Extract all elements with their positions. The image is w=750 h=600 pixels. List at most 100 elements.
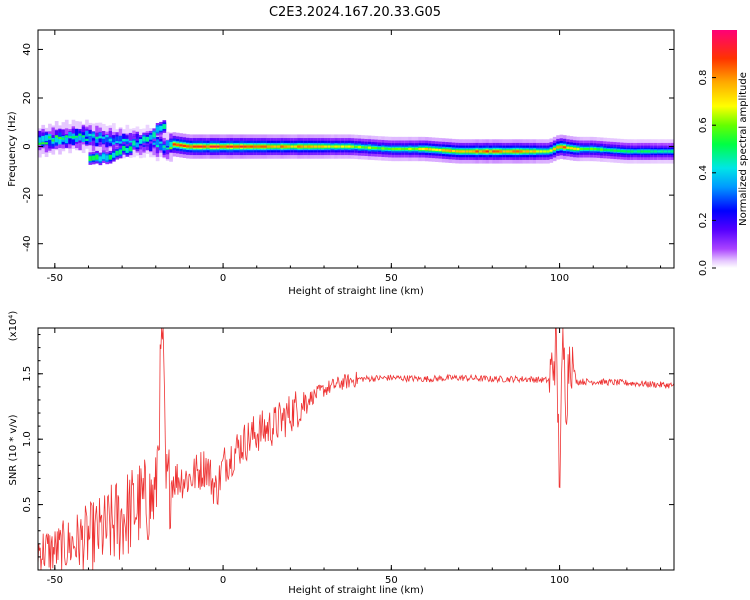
ridge-cell — [165, 147, 170, 150]
ridge-cell — [613, 149, 618, 152]
ridge-cell — [354, 145, 358, 148]
ridge-cell — [41, 142, 46, 145]
x-tick-label: 100 — [550, 575, 569, 586]
ridge-cell — [172, 143, 177, 146]
ridge-cell — [175, 143, 180, 146]
ridge-cell — [75, 135, 79, 138]
ridge-cell — [239, 145, 244, 148]
ridge-cell — [344, 145, 348, 148]
ridge-cell — [657, 150, 661, 153]
ridge-cell — [562, 146, 567, 149]
y-tick-label: 1.0 — [22, 431, 33, 447]
ridge-cell — [347, 145, 352, 148]
snr-ticks: -50 0 50 100 0.5 1.0 1.5 — [22, 328, 674, 586]
ridge-cell — [310, 145, 315, 148]
y-tick-label: -40 — [22, 236, 33, 252]
branch-cell — [132, 140, 136, 146]
ridge-cell — [273, 145, 278, 148]
ridge-cell — [101, 137, 106, 144]
ridge-cell — [246, 145, 251, 148]
figure-title: C2E3.2024.167.20.33.G05 — [269, 5, 441, 20]
ridge-cell — [579, 147, 584, 151]
ridge-cell — [81, 136, 86, 143]
ridge-cell — [377, 147, 382, 150]
ridge-cell — [670, 150, 675, 153]
colorbar-tick-label: 0.8 — [698, 70, 709, 86]
branch-cell — [162, 124, 167, 129]
ridge-cell — [186, 145, 190, 148]
colorbar-tick-label: 0.2 — [698, 212, 709, 228]
ridge-cell — [48, 136, 52, 139]
ridge-cell — [502, 150, 507, 153]
ridge-cell — [620, 149, 624, 153]
ridge-cell — [371, 146, 375, 149]
ridge-cell — [630, 150, 634, 153]
ridge-cell — [280, 145, 284, 148]
x-tick-label: -50 — [47, 575, 63, 586]
ridge-cell — [112, 142, 116, 145]
ridge-cell — [165, 140, 170, 147]
colorbar-tick-label: 0.4 — [698, 165, 709, 181]
ridge-cell — [488, 150, 493, 153]
ridge-cell — [387, 147, 392, 150]
ridge-cell — [499, 150, 503, 153]
ridge-cell — [283, 145, 288, 148]
ridge-cell — [337, 145, 342, 148]
ridge-cell — [118, 141, 123, 144]
ridge-cell — [603, 148, 607, 151]
ridge-cell — [485, 150, 490, 153]
ridge-cell — [226, 145, 231, 148]
ridge-cell — [105, 135, 109, 138]
ridge-cell — [391, 147, 395, 151]
ridge-cell — [623, 150, 628, 153]
ridge-cell — [583, 147, 587, 151]
x-tick-label: -50 — [47, 273, 63, 284]
snr-y-axis-label: SNR (10 * v/v) — [8, 414, 19, 485]
ridge-cell — [64, 137, 69, 144]
ridge-cell — [196, 145, 200, 148]
ridge-cell — [125, 139, 130, 142]
ridge-cell — [300, 145, 305, 148]
ridge-cell — [64, 135, 69, 138]
ridge-cell — [556, 146, 560, 149]
spectrogram-x-axis-label: Height of straight line (km) — [288, 286, 424, 297]
ridge-cell — [209, 145, 214, 148]
ridge-cell — [58, 138, 62, 145]
ridge-cell — [435, 148, 439, 151]
ridge-cell — [472, 150, 476, 153]
ridge-cell — [411, 147, 416, 151]
branch-cell — [98, 156, 103, 162]
ridge-cell — [101, 136, 106, 139]
branch-cell — [105, 155, 109, 161]
ridge-cell — [468, 150, 473, 153]
ridge-cell — [48, 136, 52, 146]
ridge-cell — [128, 132, 133, 147]
ridge-cell — [152, 142, 157, 145]
ridge-cell — [549, 149, 554, 152]
ridge-cell — [182, 144, 187, 147]
spectrogram-y-axis-label: Frequency (Hz) — [7, 111, 18, 187]
ridge-cell — [192, 145, 197, 148]
spectrogram-panel: -50 0 50 100 -40 -20 0 20 40 Height of straight … — [7, 29, 675, 297]
branch-cell — [115, 150, 120, 156]
ridge-cell — [189, 145, 194, 148]
ridge-cell — [404, 147, 409, 151]
ridge-cell — [482, 150, 486, 153]
ridge-cell — [431, 148, 436, 151]
spectrogram-ticks: -50 0 50 100 -40 -20 0 20 40 — [22, 30, 674, 284]
ridge-cell — [475, 150, 480, 153]
ridge-cell — [478, 150, 483, 153]
ridge-cell — [424, 148, 429, 151]
branch-cell — [95, 154, 99, 160]
ridge-cell — [54, 135, 59, 138]
ridge-cell — [236, 145, 241, 148]
ridge-cell — [219, 145, 224, 148]
branch-cell — [152, 132, 157, 138]
ridge-cell — [128, 140, 133, 143]
ridge-cell — [169, 147, 173, 150]
branch-cell — [118, 149, 123, 155]
ridge-cell — [293, 145, 298, 148]
ridge-cell — [455, 150, 459, 153]
snr-background — [38, 328, 674, 570]
ridge-cell — [636, 150, 641, 153]
